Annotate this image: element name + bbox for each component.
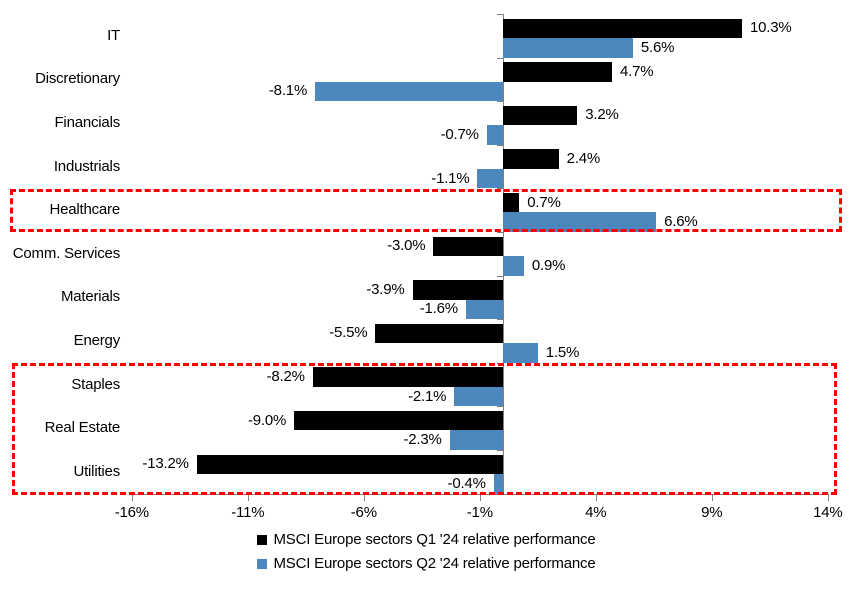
- y-axis-tick: [497, 232, 504, 233]
- category-label-staples: Staples: [71, 375, 120, 393]
- y-axis-tick: [497, 57, 504, 59]
- category-label-financials: Financials: [54, 114, 120, 131]
- bar-q1-real-estate: [294, 410, 503, 431]
- highlight-box-healthcare: [10, 188, 842, 233]
- legend-item-q1: MSCI Europe sectors Q1 '24 relative perf…: [256, 531, 596, 548]
- bar-q2-staples: [454, 386, 503, 407]
- y-axis-tick: [497, 101, 504, 103]
- bar-q1-comm-services: [433, 236, 503, 256]
- y-axis-tick: [497, 275, 504, 277]
- x-axis-tick: [595, 493, 597, 501]
- legend-label-q1: MSCI Europe sectors Q1 '24 relative perf…: [273, 531, 596, 548]
- bar-q1-financials: [503, 105, 578, 126]
- category-label-industrials: Industrials: [53, 157, 120, 175]
- bar-q1-utilities: [196, 454, 503, 474]
- bar-q2-financials: [486, 125, 503, 145]
- legend-swatch-q2-icon: [256, 558, 267, 569]
- bar-q1-industrials: [503, 149, 559, 169]
- legend-swatch-q1-icon: [256, 534, 267, 545]
- value-label: -3.9%: [366, 280, 405, 298]
- y-axis-tick: [497, 450, 504, 451]
- x-tick-label: -11%: [231, 504, 265, 521]
- x-tick-label: 4%: [585, 504, 607, 521]
- value-label: -0.7%: [440, 125, 479, 143]
- value-label: 4.7%: [620, 62, 654, 80]
- value-label: 0.7%: [527, 193, 561, 211]
- x-axis-tick: [711, 493, 713, 501]
- x-tick-label: -6%: [350, 504, 377, 521]
- value-label: 10.3%: [749, 19, 792, 37]
- x-tick-label: -1%: [466, 504, 493, 521]
- x-tick-label: -16%: [114, 504, 149, 521]
- bar-q2-real-estate: [449, 430, 503, 450]
- category-label-real-estate: Real Estate: [44, 419, 121, 437]
- y-axis-tick: [497, 406, 504, 408]
- legend-item-q2: MSCI Europe sectors Q2 '24 relative perf…: [256, 555, 596, 572]
- category-label-utilities: Utilities: [73, 462, 120, 480]
- bar-q1-staples: [312, 367, 503, 387]
- bar-q1-materials: [412, 280, 503, 300]
- value-label: -2.3%: [403, 431, 442, 449]
- y-axis-tick: [497, 188, 504, 190]
- bar-q2-utilities: [493, 474, 503, 494]
- value-label: -2.1%: [408, 387, 447, 405]
- bar-q2-energy: [503, 343, 538, 363]
- x-axis-tick: [479, 493, 481, 501]
- legend: MSCI Europe sectors Q1 '24 relative perf…: [0, 531, 852, 572]
- value-label: -5.5%: [329, 324, 368, 342]
- bar-q2-materials: [465, 299, 503, 320]
- bar-q1-discretionary: [503, 62, 613, 82]
- bar-q1-energy: [375, 323, 503, 344]
- bar-q2-comm-services: [503, 256, 524, 276]
- bar-q1-it: [503, 18, 742, 38]
- value-label: -8.2%: [266, 368, 305, 386]
- value-label: 0.9%: [531, 256, 566, 274]
- x-tick-label: 14%: [813, 504, 843, 521]
- bar-q2-healthcare: [503, 212, 657, 232]
- value-label: 5.6%: [640, 38, 675, 56]
- value-label: 6.6%: [664, 213, 698, 231]
- value-label: -3.0%: [387, 237, 426, 255]
- value-label: 3.2%: [585, 106, 619, 124]
- category-label-energy: Energy: [73, 332, 121, 349]
- x-axis-tick: [363, 493, 365, 501]
- category-label-healthcare: Healthcare: [49, 201, 120, 219]
- x-axis-tick: [827, 493, 829, 501]
- bar-q2-discretionary: [315, 81, 503, 102]
- category-label-discretionary: Discretionary: [35, 70, 120, 88]
- legend-label-q2: MSCI Europe sectors Q2 '24 relative perf…: [273, 555, 596, 572]
- x-axis-tick: [131, 493, 133, 501]
- value-label: 2.4%: [566, 150, 601, 168]
- bar-q2-it: [503, 38, 633, 58]
- y-axis-tick: [497, 362, 504, 364]
- x-axis-tick: [247, 493, 249, 501]
- x-tick-label: 9%: [701, 504, 723, 521]
- y-axis-tick: [497, 319, 504, 321]
- category-label-materials: Materials: [60, 288, 120, 306]
- value-label: -13.2%: [142, 455, 189, 473]
- value-label: -8.1%: [268, 82, 308, 100]
- bar-q2-industrials: [477, 168, 503, 189]
- category-label-comm-services: Comm. Services: [12, 244, 120, 262]
- y-axis: [503, 14, 504, 494]
- y-axis-tick: [497, 14, 504, 15]
- value-label: -0.4%: [447, 474, 486, 492]
- value-label: -1.6%: [419, 300, 458, 318]
- value-label: -1.1%: [431, 169, 470, 187]
- category-label-it: IT: [107, 26, 120, 44]
- bar-q1-healthcare: [503, 192, 520, 213]
- y-axis-tick: [497, 144, 504, 146]
- value-label: -9.0%: [248, 411, 287, 429]
- value-label: 1.5%: [545, 343, 580, 361]
